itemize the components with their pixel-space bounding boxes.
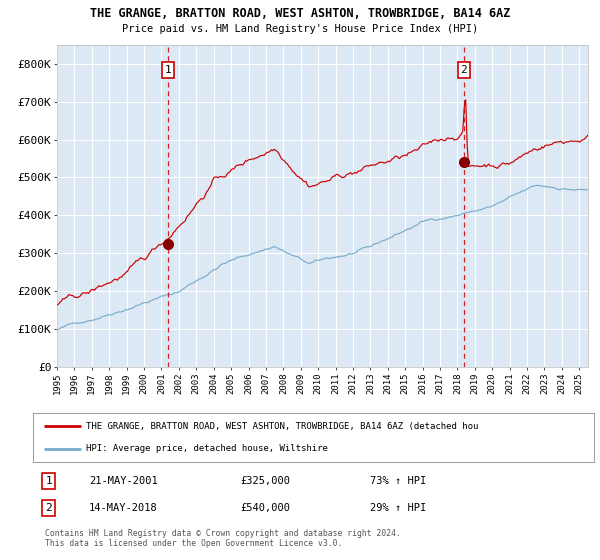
- Text: 73% ↑ HPI: 73% ↑ HPI: [370, 476, 426, 486]
- Text: £540,000: £540,000: [241, 503, 290, 513]
- Text: 14-MAY-2018: 14-MAY-2018: [89, 503, 158, 513]
- Text: HPI: Average price, detached house, Wiltshire: HPI: Average price, detached house, Wilt…: [86, 444, 328, 453]
- Text: 1: 1: [46, 476, 52, 486]
- Text: Contains HM Land Registry data © Crown copyright and database right 2024.
This d: Contains HM Land Registry data © Crown c…: [46, 529, 401, 548]
- Text: Price paid vs. HM Land Registry's House Price Index (HPI): Price paid vs. HM Land Registry's House …: [122, 24, 478, 34]
- Text: 1: 1: [164, 65, 172, 75]
- Text: 2: 2: [460, 65, 467, 75]
- Text: THE GRANGE, BRATTON ROAD, WEST ASHTON, TROWBRIDGE, BA14 6AZ: THE GRANGE, BRATTON ROAD, WEST ASHTON, T…: [90, 7, 510, 20]
- Text: 21-MAY-2001: 21-MAY-2001: [89, 476, 158, 486]
- Text: 29% ↑ HPI: 29% ↑ HPI: [370, 503, 426, 513]
- Text: THE GRANGE, BRATTON ROAD, WEST ASHTON, TROWBRIDGE, BA14 6AZ (detached hou: THE GRANGE, BRATTON ROAD, WEST ASHTON, T…: [86, 422, 479, 431]
- Text: 2: 2: [46, 503, 52, 513]
- Text: £325,000: £325,000: [241, 476, 290, 486]
